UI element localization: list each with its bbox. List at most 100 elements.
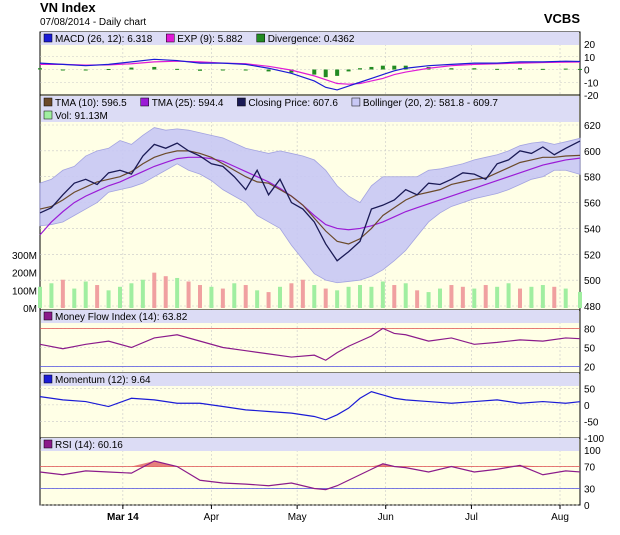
volume-bar [312, 285, 317, 308]
divergence-bar [60, 69, 65, 71]
divergence-bar [312, 69, 317, 75]
price-tick-label: 560 [584, 199, 601, 210]
mfi-tick-label: 20 [584, 363, 596, 374]
volume-bar [346, 286, 351, 308]
divergence-bar [472, 68, 477, 70]
momentum-legend-swatch [43, 374, 53, 384]
closing-price-line [39, 140, 581, 262]
volume-bar [540, 285, 545, 308]
mfi-tick-label: 50 [584, 344, 596, 355]
price-tick-label: 480 [584, 302, 601, 313]
volume-bar [163, 276, 168, 308]
price-legend-swatch [351, 97, 361, 107]
x-tick-label: May [288, 512, 307, 523]
volume-bar [335, 290, 340, 308]
x-tick-label: Jul [465, 512, 478, 523]
volume-bar [38, 286, 42, 308]
volume-bar [72, 288, 77, 308]
price-tick-label: 500 [584, 276, 601, 287]
price-vol-legend-swatch [43, 110, 53, 120]
exp-line [40, 60, 581, 85]
rsi-line [39, 460, 581, 491]
volume-bar [186, 281, 191, 308]
chart-title: VN Index [40, 0, 96, 15]
volume-bar [49, 283, 54, 308]
momentum-legend-text: Momentum (12): 9.64 [55, 375, 151, 386]
divergence-bar [346, 69, 351, 72]
tma25-line [39, 156, 581, 236]
volume-bar [518, 288, 522, 308]
mfi-tick-label: 80 [584, 324, 596, 335]
volume-bar [278, 286, 282, 308]
price-legend-text: Closing Price: 607.6 [248, 98, 338, 109]
price-tick-label: 600 [584, 147, 601, 158]
volume-bar [380, 281, 385, 308]
x-axis: Mar 14 Apr May Jun Jul Aug [107, 505, 569, 523]
volume-bar [60, 279, 65, 308]
volume-bar [289, 283, 294, 308]
divergence-bar [152, 66, 157, 70]
volume-bar [563, 288, 568, 308]
volume-bar [483, 285, 488, 308]
volume-bar [106, 290, 111, 308]
divergence-bar [289, 69, 294, 73]
volume-bar [403, 283, 408, 308]
macd-legend-text: Divergence: 0.4362 [268, 34, 355, 45]
rsi-tick-label: 70 [584, 463, 596, 474]
volume-bar [140, 279, 145, 308]
macd-legend-bg [41, 32, 579, 45]
momentum-legend-bg [41, 373, 579, 386]
volume-bar [495, 286, 500, 308]
mfi-legend-swatch [43, 311, 53, 321]
volume-bar [243, 285, 248, 308]
momentum-line [39, 390, 581, 421]
volume-bar [506, 283, 511, 308]
x-tick-label: Jun [378, 512, 394, 523]
volume-bar [129, 283, 134, 308]
divergence-bar [175, 68, 180, 70]
macd-legend-text: MACD (26, 12): 6.318 [55, 34, 153, 45]
divergence-bar [403, 65, 408, 70]
volume-bar [460, 286, 465, 308]
volume-bar [323, 288, 328, 308]
volume-bar [472, 288, 477, 308]
macd-legend-swatch [166, 33, 175, 43]
volume-bar [552, 286, 557, 308]
volume-bar [198, 285, 202, 308]
macd-legend-swatch [43, 33, 53, 43]
volume-bar [118, 286, 122, 308]
macd-tick-label: 10 [584, 53, 596, 64]
macd-tick-label: -20 [584, 91, 599, 102]
divergence-bar [518, 68, 522, 70]
momentum-tick-label: 0 [584, 401, 590, 412]
rsi-tick-label: 0 [584, 501, 590, 512]
volume-bar [266, 292, 271, 308]
mfi-legend-bg [41, 310, 579, 323]
x-tick-label: Mar 14 [107, 512, 139, 523]
price-vol-legend-text: Vol: 91.13M [55, 111, 108, 122]
macd-legend-swatch [256, 33, 265, 43]
volume-bar [220, 288, 225, 308]
price-tick-label: 540 [584, 224, 601, 235]
momentum-tick-label: -50 [584, 417, 599, 428]
chart-subtitle: 07/08/2014 - Daily chart [40, 17, 146, 28]
price-legend-text: Bollinger (20, 2): 581.8 - 609.7 [363, 98, 499, 109]
divergence-bar [323, 69, 328, 78]
volume-bar [438, 288, 442, 308]
volume-bar [529, 286, 534, 308]
volume-bar [300, 279, 305, 308]
price-vol-legend-bg [41, 109, 579, 122]
volume-bar [426, 292, 431, 308]
divergence-bar [220, 69, 225, 71]
divergence-bar [198, 69, 202, 71]
volume-tick-label: 300M [12, 251, 37, 262]
mfi-legend-text: Money Flow Index (14): 63.82 [55, 312, 188, 323]
divergence-bar [392, 65, 397, 70]
momentum-tick-label: 50 [584, 384, 596, 395]
volume-bar [255, 290, 260, 308]
x-tick-label: Apr [204, 512, 220, 523]
rsi-legend-bg [41, 438, 579, 451]
divergence-bar [83, 69, 88, 71]
